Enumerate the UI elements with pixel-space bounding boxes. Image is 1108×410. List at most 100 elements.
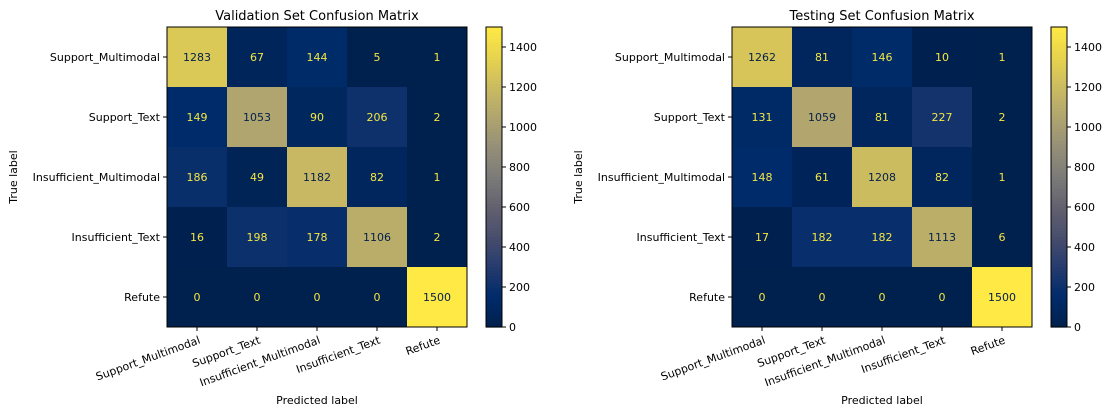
- cell-value-label: 81: [875, 111, 889, 124]
- colorbar-segment: [486, 78, 502, 82]
- colorbar-segment: [486, 312, 502, 316]
- colorbar-segment: [486, 132, 502, 136]
- colorbar-segment: [1051, 297, 1067, 301]
- colorbar-segment: [486, 120, 502, 124]
- colorbar-segment: [1051, 81, 1067, 85]
- heatmap-cell: [407, 207, 467, 267]
- cell-value-label: 2: [434, 111, 441, 124]
- colorbar-segment: [486, 291, 502, 295]
- colorbar-segment: [486, 105, 502, 109]
- heatmap-cell: [167, 87, 227, 147]
- colorbar-segment: [486, 111, 502, 115]
- colorbar-segment: [1051, 249, 1067, 253]
- y-tick-label: Insufficient_Text: [637, 231, 726, 244]
- colorbar-segment: [486, 216, 502, 220]
- colorbar-segment: [486, 258, 502, 262]
- colorbar-segment: [486, 210, 502, 214]
- colorbar-segment: [486, 303, 502, 307]
- colorbar-segment: [1051, 210, 1067, 214]
- colorbar-segment: [1051, 66, 1067, 70]
- heatmap-cell: [912, 267, 972, 327]
- colorbar-segment: [1051, 144, 1067, 148]
- heatmap-cell: [852, 87, 912, 147]
- heatmap-cell: [912, 87, 972, 147]
- colorbar-tick-label: 400: [509, 241, 530, 254]
- y-tick-label: Support_Text: [89, 111, 161, 124]
- cell-value-label: 0: [314, 291, 321, 304]
- colorbar-segment: [486, 72, 502, 76]
- colorbar-segment: [1051, 204, 1067, 208]
- heatmap-cell: [972, 27, 1032, 87]
- cell-value-label: 6: [999, 231, 1006, 244]
- cell-value-label: 1: [434, 51, 441, 64]
- colorbar-segment: [486, 237, 502, 241]
- cell-value-label: 149: [187, 111, 208, 124]
- cell-value-label: 1: [434, 171, 441, 184]
- colorbar-segment: [1051, 186, 1067, 190]
- cell-value-label: 2: [999, 111, 1006, 124]
- colorbar-tick-label: 600: [1074, 201, 1095, 214]
- colorbar-segment: [1051, 261, 1067, 265]
- colorbar-segment: [486, 102, 502, 106]
- y-tick-label: Support_Multimodal: [615, 51, 725, 64]
- cell-value-label: 144: [307, 51, 328, 64]
- heatmap-cell: [287, 207, 347, 267]
- colorbar-segment: [486, 195, 502, 199]
- chart-title: Testing Set Confusion Matrix: [788, 9, 974, 24]
- y-tick-label: Support_Multimodal: [50, 51, 160, 64]
- colorbar-segment: [1051, 135, 1067, 139]
- heatmap-cell: [347, 27, 407, 87]
- colorbar-segment: [1051, 291, 1067, 295]
- colorbar-segment: [486, 300, 502, 304]
- heatmap-cell: [167, 207, 227, 267]
- colorbar-segment: [1051, 63, 1067, 67]
- heatmap-cell: [792, 267, 852, 327]
- colorbar-segment: [1051, 159, 1067, 163]
- colorbar-segment: [486, 231, 502, 235]
- colorbar-segment: [486, 63, 502, 67]
- colorbar-tick-label: 1200: [1074, 81, 1102, 94]
- colorbar-segment: [1051, 30, 1067, 34]
- colorbar-segment: [1051, 93, 1067, 97]
- colorbar-segment: [1051, 87, 1067, 91]
- cell-value-label: 1053: [243, 111, 271, 124]
- cell-value-label: 90: [310, 111, 324, 124]
- colorbar-segment: [486, 294, 502, 298]
- colorbar-segment: [486, 204, 502, 208]
- cell-value-label: 178: [307, 231, 328, 244]
- colorbar-segment: [486, 42, 502, 46]
- colorbar-segment: [1051, 246, 1067, 250]
- colorbar-segment: [486, 129, 502, 133]
- cell-value-label: 206: [367, 111, 388, 124]
- cell-value-label: 81: [815, 51, 829, 64]
- colorbar-segment: [1051, 156, 1067, 160]
- y-tick-label: Insufficient_Text: [72, 231, 161, 244]
- x-tick-label: Refute: [969, 334, 1007, 359]
- heatmap-cell: [852, 27, 912, 87]
- colorbar-segment: [1051, 138, 1067, 142]
- colorbar-segment: [1051, 27, 1067, 31]
- colorbar-segment: [486, 186, 502, 190]
- cell-value-label: 1: [999, 51, 1006, 64]
- colorbar-segment: [1051, 84, 1067, 88]
- colorbar-segment: [1051, 279, 1067, 283]
- colorbar-segment: [1051, 267, 1067, 271]
- colorbar-segment: [1051, 72, 1067, 76]
- x-axis-label: Predicted label: [276, 394, 358, 407]
- cell-value-label: 1262: [748, 51, 776, 64]
- heatmap-cell: [407, 87, 467, 147]
- heatmap-cell: [287, 27, 347, 87]
- cell-value-label: 0: [254, 291, 261, 304]
- colorbar-tick-label: 400: [1074, 241, 1095, 254]
- heatmap-cell: [347, 207, 407, 267]
- colorbar-segment: [486, 156, 502, 160]
- colorbar-segment: [1051, 114, 1067, 118]
- heatmap-cell: [732, 147, 792, 207]
- heatmap-cell: [347, 147, 407, 207]
- colorbar-segment: [1051, 189, 1067, 193]
- colorbar-segment: [1051, 225, 1067, 229]
- cell-value-label: 82: [935, 171, 949, 184]
- heatmap-cell: [912, 207, 972, 267]
- colorbar-segment: [486, 144, 502, 148]
- cell-value-label: 49: [250, 171, 264, 184]
